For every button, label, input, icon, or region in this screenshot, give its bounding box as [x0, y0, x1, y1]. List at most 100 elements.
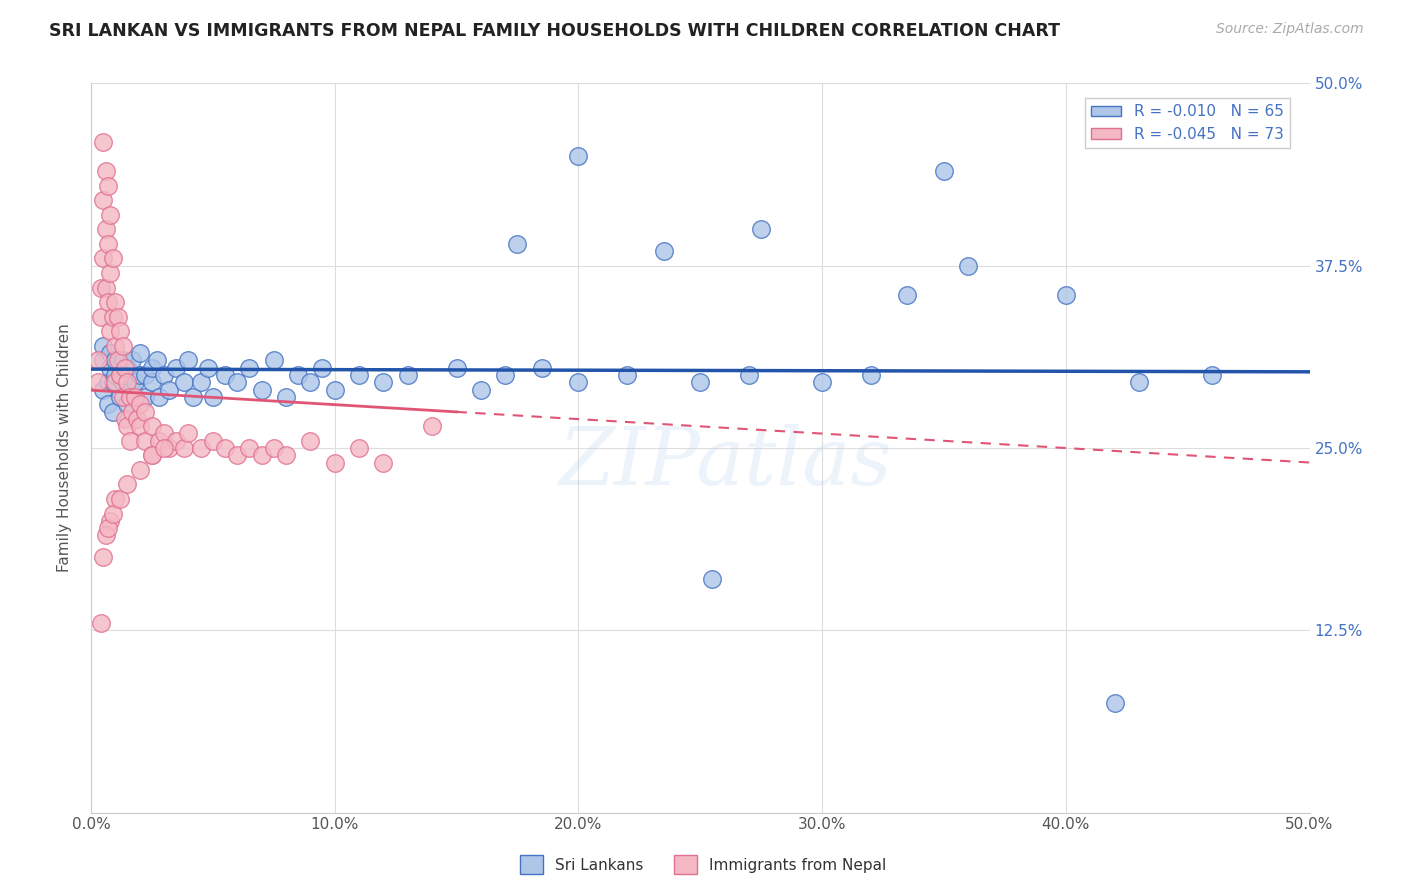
- Point: [226, 448, 249, 462]
- Point: [101, 507, 124, 521]
- Point: [97, 295, 120, 310]
- Point: [104, 491, 127, 506]
- Point: [1104, 696, 1126, 710]
- Point: [104, 339, 127, 353]
- Point: [128, 368, 150, 382]
- Point: [177, 353, 200, 368]
- Point: [157, 441, 180, 455]
- Point: [263, 353, 285, 368]
- Point: [145, 353, 167, 368]
- Point: [104, 295, 127, 310]
- Point: [494, 368, 516, 382]
- Point: [91, 135, 114, 149]
- Point: [141, 376, 163, 390]
- Point: [567, 149, 589, 163]
- Point: [201, 390, 224, 404]
- Point: [97, 521, 120, 535]
- Point: [97, 376, 120, 390]
- Point: [141, 448, 163, 462]
- Point: [91, 353, 114, 368]
- Point: [94, 222, 117, 236]
- Point: [134, 368, 156, 382]
- Legend: Sri Lankans, Immigrants from Nepal: Sri Lankans, Immigrants from Nepal: [513, 849, 893, 880]
- Point: [1201, 368, 1223, 382]
- Point: [181, 390, 204, 404]
- Point: [165, 360, 187, 375]
- Point: [702, 572, 724, 586]
- Point: [128, 463, 150, 477]
- Point: [91, 252, 114, 266]
- Point: [226, 376, 249, 390]
- Point: [117, 397, 139, 411]
- Point: [311, 360, 333, 375]
- Point: [117, 376, 139, 390]
- Text: Source: ZipAtlas.com: Source: ZipAtlas.com: [1216, 22, 1364, 37]
- Point: [101, 404, 124, 418]
- Point: [117, 360, 139, 375]
- Point: [238, 360, 260, 375]
- Point: [177, 426, 200, 441]
- Point: [94, 280, 117, 294]
- Point: [287, 368, 309, 382]
- Point: [811, 376, 834, 390]
- Point: [117, 477, 139, 491]
- Point: [111, 353, 134, 368]
- Point: [108, 324, 131, 338]
- Point: [134, 390, 156, 404]
- Point: [201, 434, 224, 448]
- Legend: R = -0.010   N = 65, R = -0.045   N = 73: R = -0.010 N = 65, R = -0.045 N = 73: [1085, 98, 1289, 148]
- Point: [94, 528, 117, 542]
- Point: [134, 404, 156, 418]
- Point: [128, 397, 150, 411]
- Point: [108, 390, 131, 404]
- Point: [173, 376, 195, 390]
- Point: [100, 324, 122, 338]
- Point: [87, 376, 110, 390]
- Point: [749, 222, 772, 236]
- Point: [530, 360, 553, 375]
- Point: [91, 550, 114, 565]
- Point: [90, 615, 112, 630]
- Point: [91, 193, 114, 207]
- Point: [90, 280, 112, 294]
- Point: [121, 383, 143, 397]
- Point: [957, 259, 980, 273]
- Point: [274, 448, 297, 462]
- Point: [347, 368, 370, 382]
- Point: [100, 208, 122, 222]
- Point: [157, 383, 180, 397]
- Point: [108, 368, 131, 382]
- Point: [100, 266, 122, 280]
- Point: [104, 376, 127, 390]
- Point: [90, 310, 112, 324]
- Point: [111, 339, 134, 353]
- Point: [107, 353, 129, 368]
- Point: [506, 236, 529, 251]
- Point: [250, 448, 273, 462]
- Point: [446, 360, 468, 375]
- Point: [97, 178, 120, 193]
- Point: [1054, 288, 1077, 302]
- Point: [111, 376, 134, 390]
- Point: [347, 441, 370, 455]
- Point: [373, 376, 395, 390]
- Point: [91, 339, 114, 353]
- Point: [101, 252, 124, 266]
- Point: [932, 164, 955, 178]
- Point: [101, 376, 124, 390]
- Point: [141, 360, 163, 375]
- Point: [238, 441, 260, 455]
- Point: [141, 419, 163, 434]
- Point: [94, 164, 117, 178]
- Point: [470, 383, 492, 397]
- Point: [97, 236, 120, 251]
- Point: [118, 390, 141, 404]
- Point: [141, 448, 163, 462]
- Point: [214, 441, 236, 455]
- Point: [124, 390, 146, 404]
- Point: [274, 390, 297, 404]
- Point: [567, 376, 589, 390]
- Point: [165, 434, 187, 448]
- Point: [134, 434, 156, 448]
- Point: [107, 310, 129, 324]
